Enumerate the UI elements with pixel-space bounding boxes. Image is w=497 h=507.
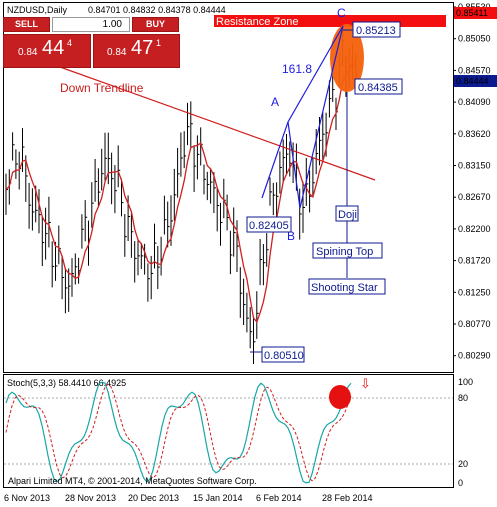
doji-label: Doji [338,209,357,221]
stoch-highlight [329,385,351,409]
sell-price-button[interactable]: 0.84 44 4 [3,34,91,68]
stoch-main-line [5,381,352,484]
resistance-zone-label: Resistance Zone [216,16,299,28]
price-tag-current [454,75,497,87]
time-label: 6 Nov 2013 [4,493,50,503]
price-tag-current-label: 0.84444 [456,76,489,86]
time-label: 15 Jan 2014 [193,493,243,503]
lot-size-input[interactable]: 1.00 [52,17,130,32]
price-axis-label: 0.84090 [458,97,491,107]
reversal-highlight [330,24,364,92]
sell-price-main: 44 [42,37,65,59]
shooting-star-box [308,278,386,295]
price-axis-label: 0.85050 [458,34,491,44]
time-label: 6 Feb 2014 [256,493,302,503]
buy-button[interactable]: BUY [132,17,179,32]
down-arrow-icon: ⇩ [360,376,371,391]
buy-price-main: 47 [131,37,154,59]
stoch-signal-line [5,383,352,482]
sell-price-prefix: 0.84 [18,47,38,58]
price-axis-label: 0.81250 [458,287,491,297]
price-axis: 0.855300.850500.845700.840900.836200.831… [453,2,491,361]
stoch-label: Stoch(5,3,3) 58.4410 66.4925 [7,378,126,388]
price-low-box [261,346,305,363]
label-c: C [337,6,346,20]
price-axis-label: 0.82670 [458,192,491,202]
one-click-trading-panel: SELL 1.00 BUY 0.84 44 4 0.84 47 1 [3,17,180,69]
copyright: Alpari Limited MT4, © 2001-2014, MetaQuo… [8,476,257,486]
buy-price-button[interactable]: 0.84 47 1 [93,34,180,68]
price-axis-label: 0.81720 [458,256,491,266]
buy-price-prefix: 0.84 [107,47,127,58]
time-axis: 6 Nov 2013 28 Nov 2013 20 Dec 2013 15 Ja… [4,493,373,503]
price-tag-top [454,7,497,19]
moving-average-line [5,60,357,324]
time-label: 28 Feb 2014 [322,493,373,503]
fib-label: 161.8 [282,62,312,76]
stoch-level-0-label: 0 [458,478,463,488]
stoch-level-20-label: 20 [458,459,468,469]
doji-box [335,205,359,222]
down-trendline [59,66,376,181]
price-axis-label: 0.83620 [458,129,491,139]
price-axis-label: 0.80770 [458,319,491,329]
down-trendline-label: Down Trendline [60,81,144,95]
price-b: 0.82405 [249,220,289,232]
price-high: 0.84385 [358,82,398,94]
price-axis-label: 0.83150 [458,161,491,171]
time-label: 20 Dec 2013 [128,493,179,503]
stoch-level-80-label: 80 [458,393,468,403]
stoch-level-100-label: 100 [458,377,473,387]
price-axis-label: 0.82200 [458,224,491,234]
spinning-top-box [312,242,383,259]
shooting-star-label: Shooting Star [311,282,378,294]
chart-symbol: NZDUSD,Daily [7,5,68,15]
label-a: A [271,95,279,109]
buy-price-sup: 1 [156,38,162,48]
sell-button[interactable]: SELL [3,17,50,32]
label-b: B [287,229,295,243]
price-b-box [246,216,292,233]
sell-label: SELL [14,19,38,29]
price-high-box [354,78,403,95]
price-axis-label: 0.80290 [458,351,491,361]
stoch-frame [3,374,454,488]
price-c: 0.85213 [356,25,396,37]
buy-label: BUY [145,19,165,29]
spinning-top-label: Spining Top [316,246,373,258]
price-low: 0.80510 [264,350,304,362]
price-tag-top-label: 0.85411 [456,8,488,18]
chart-ohlc: 0.84701 0.84832 0.84378 0.84444 [88,5,226,15]
wave-line-abc [287,25,344,209]
lot-value: 1.00 [102,19,122,30]
price-axis-label: 0.84570 [458,65,491,75]
sell-price-sup: 4 [67,38,73,48]
time-label: 28 Nov 2013 [65,493,116,503]
candles [5,26,358,365]
